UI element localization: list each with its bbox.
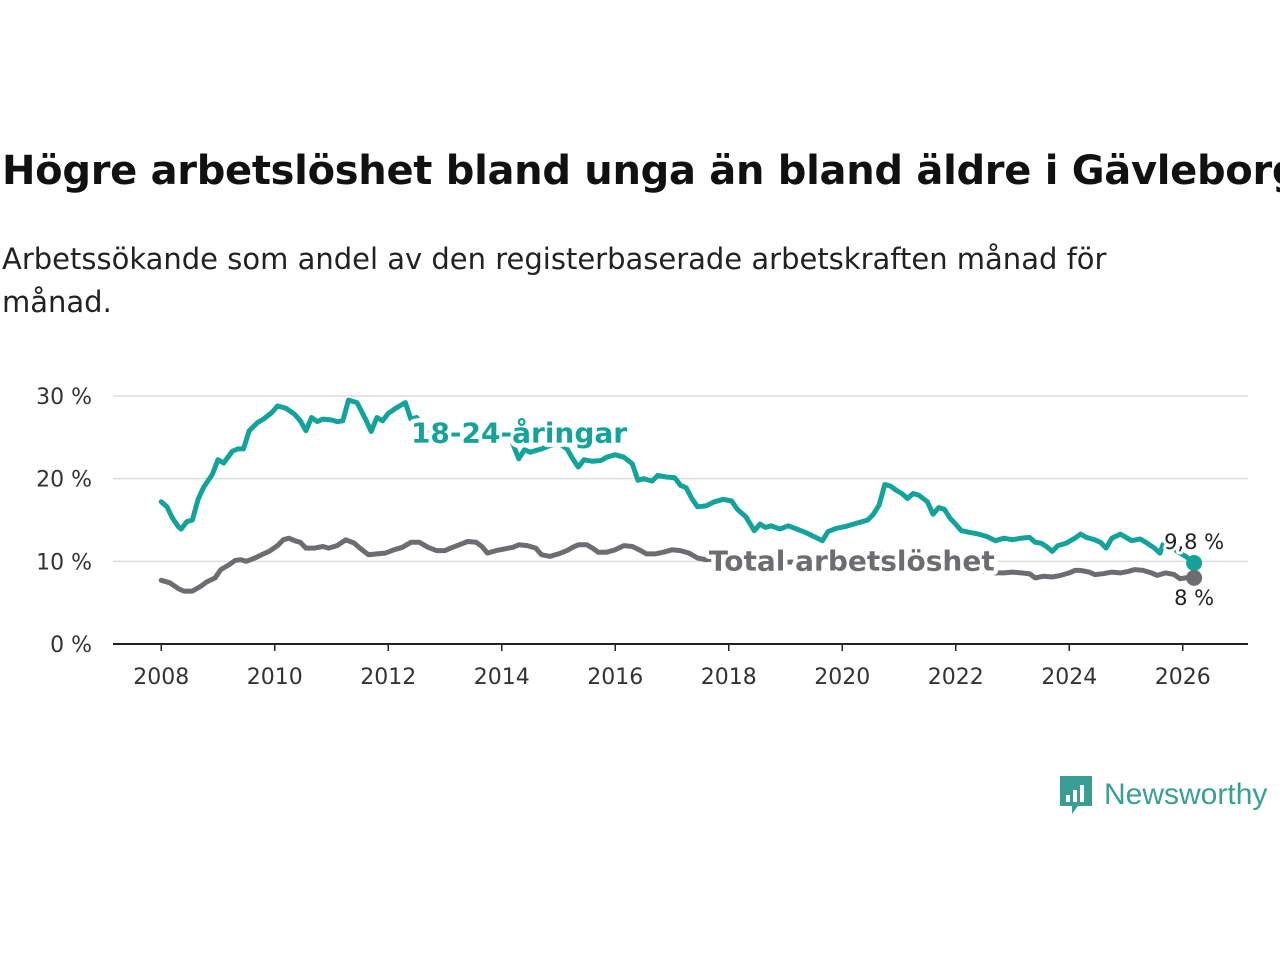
y-tick-label: 20 % (36, 468, 92, 493)
youth-series-end-label: 9,8 % (1164, 530, 1224, 554)
youth-series-end-marker (1186, 554, 1203, 571)
total-series-label: Total arbetslöshet (709, 544, 995, 577)
brand-name: Newsworthy (1104, 778, 1268, 811)
page-title: Högre arbetslöshet bland unga än bland ä… (2, 148, 1280, 194)
unemployment-line-chart: 0 % 10 % 20 % 30 % 2008 2010 2012 2014 2016 2018… (36, 385, 1248, 690)
x-tick-label: 2010 (247, 665, 303, 690)
x-tick-label: 2016 (587, 665, 643, 690)
y-tick-label: 30 % (36, 385, 92, 410)
y-tick-label: 0 % (50, 633, 92, 658)
youth-series-line (158, 397, 1197, 566)
x-tick-label: 2022 (928, 665, 984, 690)
x-tick-label: 2020 (814, 665, 870, 690)
x-tick-label: 2026 (1155, 665, 1211, 690)
page-subtitle: Arbetssökande som andel av den registerb… (2, 242, 1107, 319)
x-tick-label: 2008 (133, 665, 189, 690)
total-series-end-label: 8 % (1174, 586, 1214, 610)
y-tick-label: 10 % (36, 550, 92, 575)
chart-series-labels: 18-24-åringar Total arbetslöshet 9,8 % 8 % (406, 412, 1227, 613)
newsworthy-brand: Newsworthy (1058, 770, 1267, 820)
total-series-end-marker (1186, 569, 1203, 586)
y-axis-ticks: 0 % 10 % 20 % 30 % (36, 385, 92, 658)
x-tick-label: 2012 (360, 665, 416, 690)
x-tick-label: 2024 (1041, 665, 1097, 690)
youth-series-label: 18-24-åringar (411, 416, 627, 449)
x-axis: 2008 2010 2012 2014 2016 2018 2020 2022 2024 2026 (113, 643, 1248, 690)
chart-gridlines (113, 395, 1248, 563)
chart-series-lines (158, 397, 1197, 594)
total-series-line (158, 535, 1197, 594)
bar-chart-speech-bubble-icon (1060, 776, 1092, 814)
x-tick-label: 2018 (701, 665, 757, 690)
x-tick-label: 2014 (474, 665, 530, 690)
